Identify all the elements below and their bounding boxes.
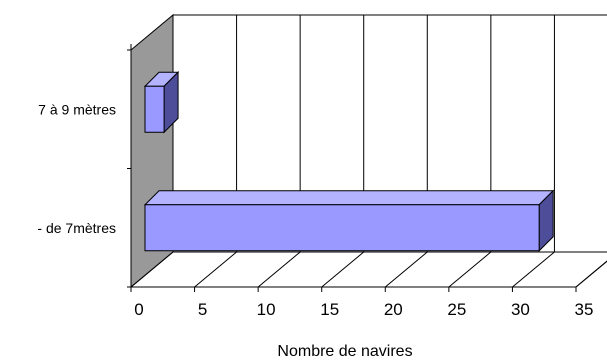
gridline-floor [194,251,237,288]
x-tick-label: 30 [511,300,530,319]
bar [143,189,555,252]
gridline-floor [130,251,174,288]
gridline-floor [448,251,492,288]
gridline-floor [384,251,428,288]
category-label: - de 7mètres [37,220,116,236]
bar [143,71,180,134]
gridline-floor [257,251,301,288]
x-tick-label: 5 [198,300,207,319]
bars [143,71,555,252]
category-label: 7 à 9 mètres [38,101,116,117]
x-tick-label: 0 [134,300,143,319]
floor-right-edge [575,260,607,288]
bar-front-face [144,85,165,133]
x-tick-label: 15 [320,300,339,319]
x-tick-label: 35 [575,300,594,319]
gridline-floor [575,260,607,288]
gridline-floor [321,251,365,288]
bar-top-face [143,190,555,206]
x-axis-title: Nombre de navires [277,343,412,360]
x-tick-label: 20 [384,300,403,319]
bar-front-face [144,204,540,252]
x-tick-label: 10 [257,300,276,319]
x-tick-labels: 0 5 10 15 20 25 30 35 [134,300,593,319]
category-labels: - de 7mètres 7 à 9 mètres [37,101,116,236]
gridline-floor [512,251,555,288]
x-tick-label: 25 [447,300,466,319]
